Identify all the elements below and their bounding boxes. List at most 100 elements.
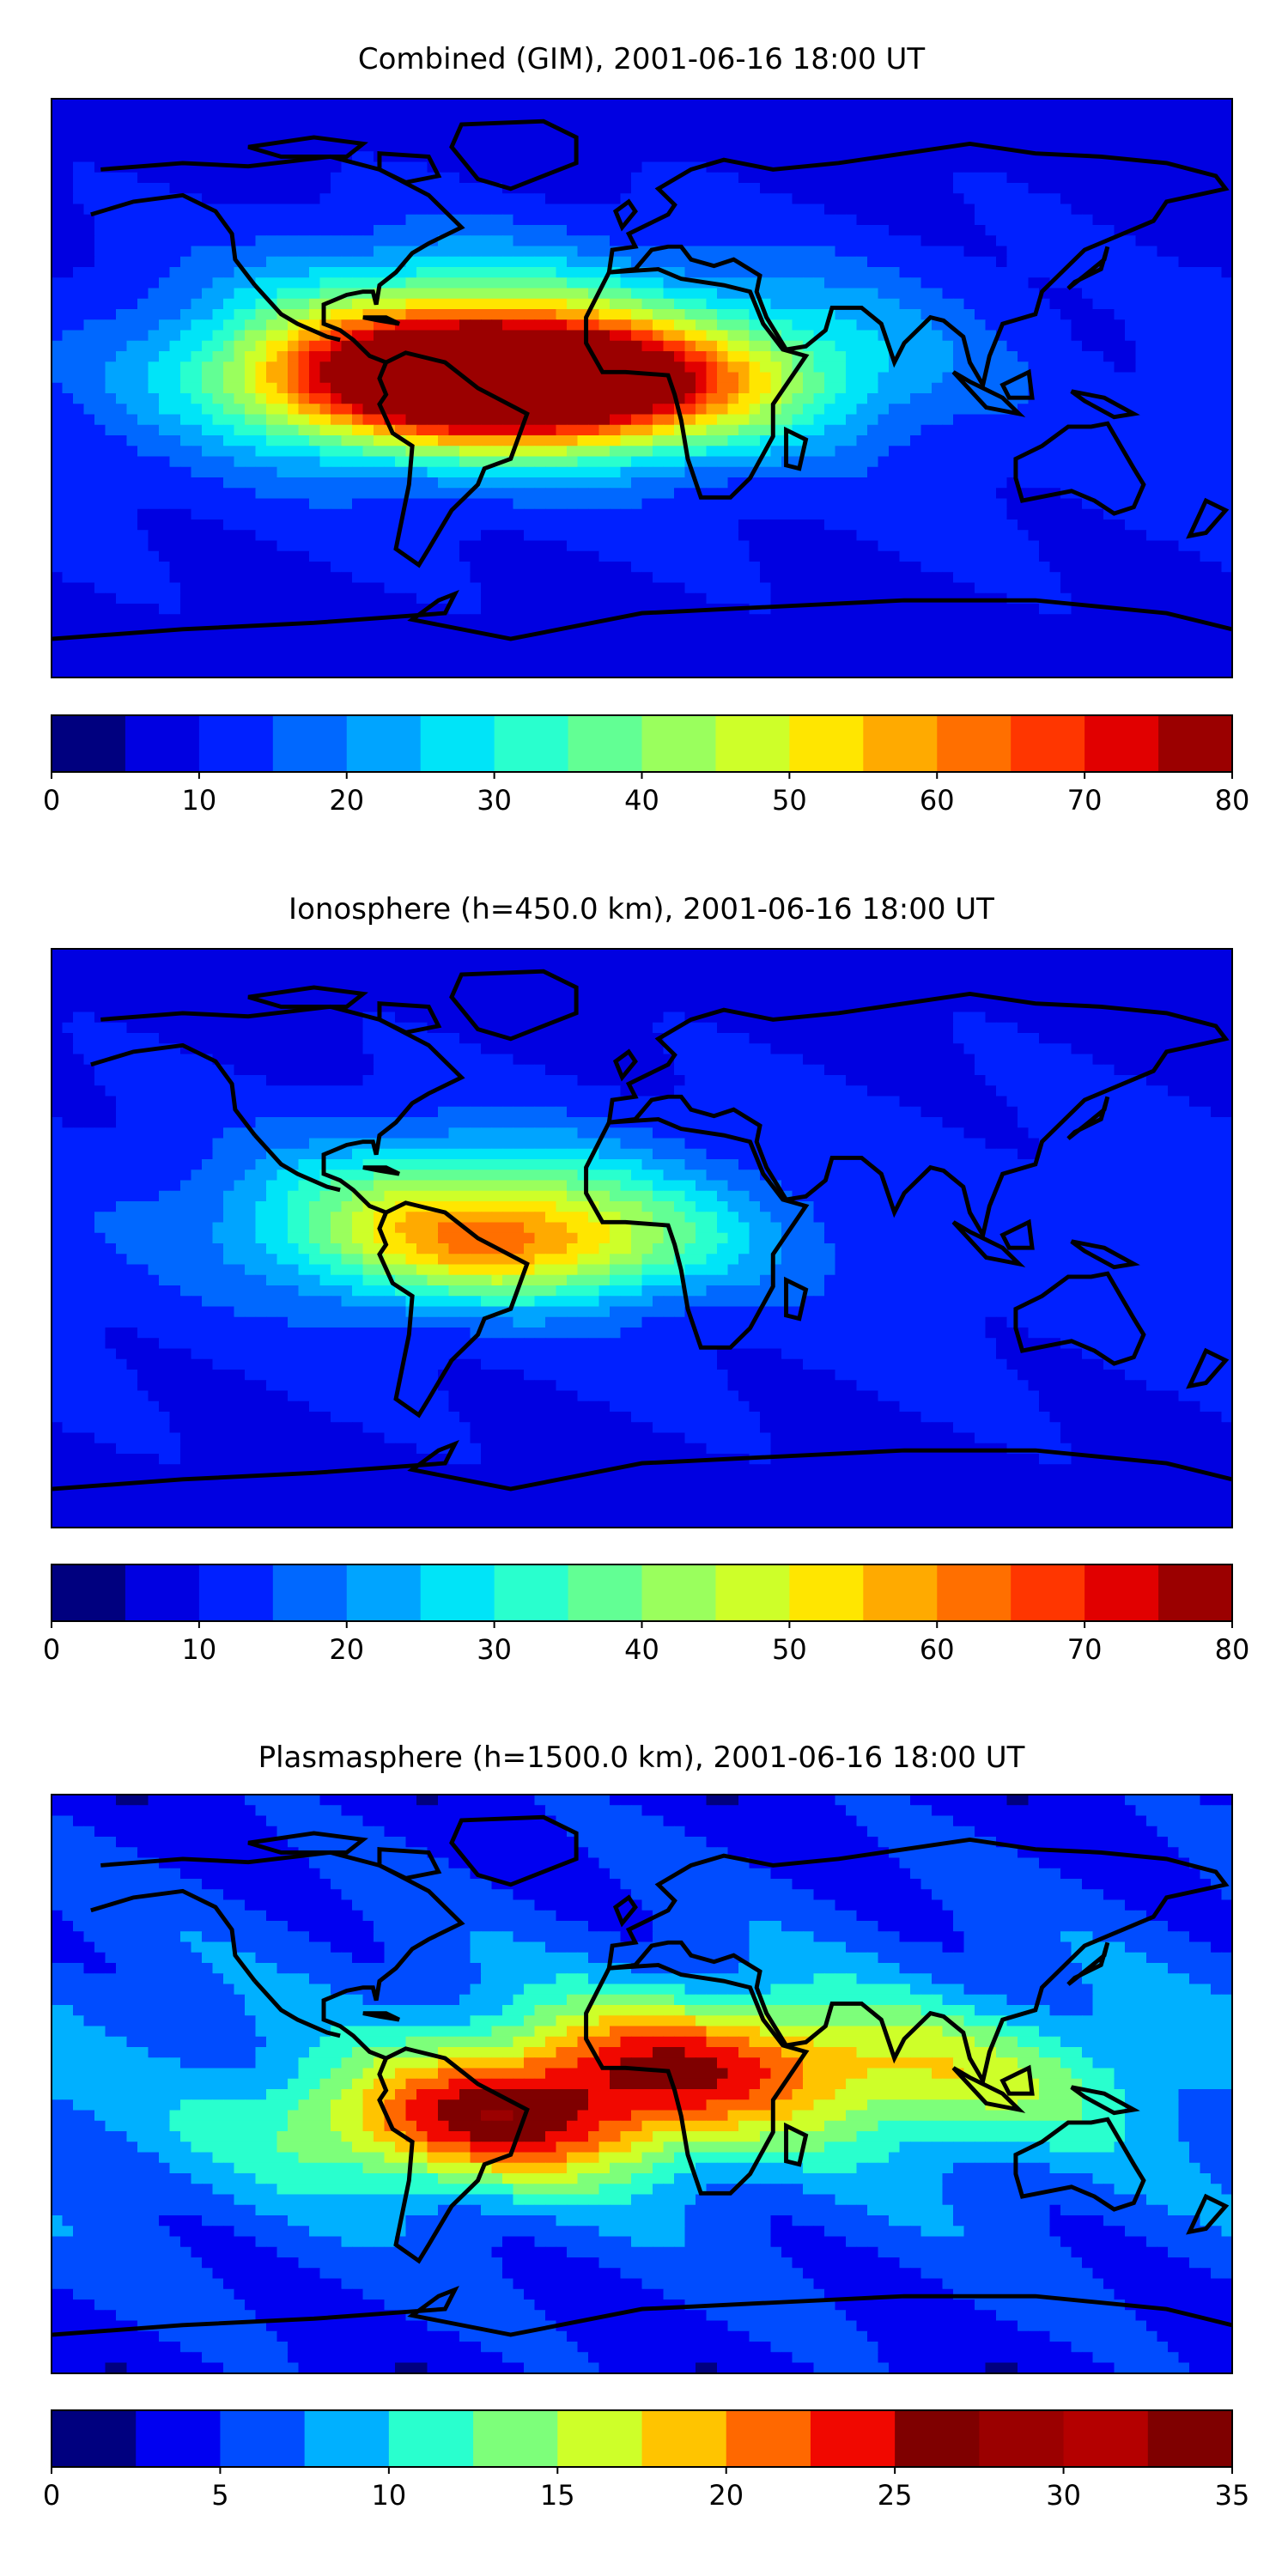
field-cell	[1157, 119, 1169, 131]
field-cell	[577, 277, 589, 289]
field-cell	[148, 456, 160, 468]
field-cell	[878, 109, 890, 121]
field-cell	[792, 99, 804, 110]
field-cell	[169, 372, 181, 384]
field-cell	[684, 298, 696, 310]
field-cell	[352, 498, 364, 510]
field-cell	[534, 446, 546, 458]
field-cell	[963, 267, 975, 278]
field-cell	[674, 99, 686, 110]
field-cell	[856, 446, 868, 458]
field-cell	[610, 235, 622, 247]
field-cell	[362, 550, 374, 562]
field-cell	[405, 393, 417, 404]
field-cell	[1200, 130, 1212, 142]
field-cell	[1125, 267, 1137, 278]
field-cell	[319, 519, 331, 531]
field-cell	[266, 288, 278, 300]
field-cell	[889, 161, 901, 173]
field-cell	[52, 340, 64, 352]
field-cell	[52, 530, 64, 542]
field-cell	[384, 214, 396, 226]
field-cell	[1103, 267, 1115, 278]
field-cell	[513, 204, 525, 216]
field-cell	[598, 351, 611, 362]
field-cell	[159, 130, 171, 142]
field-cell	[889, 530, 901, 542]
field-cell	[73, 193, 85, 205]
field-cell	[427, 119, 439, 131]
field-cell	[653, 225, 665, 236]
field-cell	[813, 382, 825, 394]
field-cell	[910, 204, 922, 216]
field-cell	[202, 214, 214, 226]
field-cell	[588, 550, 600, 562]
field-cell	[653, 477, 665, 489]
field-cell	[674, 309, 686, 320]
field-cell	[846, 498, 858, 510]
field-cell	[1168, 235, 1180, 247]
field-cell	[159, 498, 171, 510]
field-cell	[534, 183, 546, 194]
field-cell	[1006, 414, 1018, 426]
field-cell	[545, 466, 557, 478]
field-cell	[459, 130, 471, 142]
field-cell	[889, 519, 901, 531]
field-cell	[696, 319, 708, 331]
field-cell	[738, 172, 750, 184]
field-cell	[545, 246, 557, 258]
field-cell	[202, 225, 214, 236]
field-cell	[309, 172, 321, 184]
field-cell	[1125, 214, 1137, 226]
field-cell	[653, 498, 665, 510]
field-cell	[996, 519, 1008, 531]
field-cell	[1168, 466, 1180, 478]
field-cell	[824, 466, 836, 478]
field-cell	[255, 519, 267, 531]
field-cell	[148, 225, 160, 236]
field-cell	[1221, 130, 1232, 142]
field-cell	[556, 319, 568, 331]
field-cell	[116, 508, 128, 520]
field-cell	[362, 109, 374, 121]
field-cell	[1039, 298, 1051, 310]
field-cell	[524, 225, 536, 236]
field-cell	[416, 298, 428, 310]
field-cell	[52, 456, 64, 468]
field-cell	[1157, 151, 1169, 163]
field-cell	[942, 204, 954, 216]
field-cell	[1135, 298, 1147, 310]
field-cell	[856, 288, 868, 300]
field-cell	[1157, 330, 1169, 342]
field-cell	[588, 256, 600, 268]
field-cell	[94, 446, 106, 458]
field-cell	[653, 519, 665, 531]
field-cell	[1178, 498, 1190, 510]
field-cell	[1006, 256, 1018, 268]
field-cell	[1082, 204, 1094, 216]
field-cell	[148, 267, 160, 278]
field-cell	[276, 340, 289, 352]
field-cell	[598, 393, 611, 404]
field-cell	[727, 99, 739, 110]
field-cell	[62, 550, 74, 562]
field-cell	[1211, 404, 1223, 416]
field-cell	[159, 572, 171, 584]
field-cell	[416, 193, 428, 205]
field-cell	[846, 530, 858, 542]
field-cell	[1060, 498, 1072, 510]
field-cell	[341, 361, 353, 374]
field-cell	[52, 550, 64, 562]
field-cell	[738, 435, 750, 447]
field-cell	[126, 225, 138, 236]
field-cell	[534, 508, 546, 520]
field-cell	[1221, 204, 1232, 216]
field-cell	[405, 235, 417, 247]
field-cell	[920, 225, 933, 236]
field-cell	[1071, 508, 1083, 520]
field-cell	[781, 414, 793, 426]
field-cell	[212, 456, 224, 468]
field-cell	[534, 393, 546, 404]
field-cell	[749, 519, 761, 531]
field-cell	[889, 508, 901, 520]
